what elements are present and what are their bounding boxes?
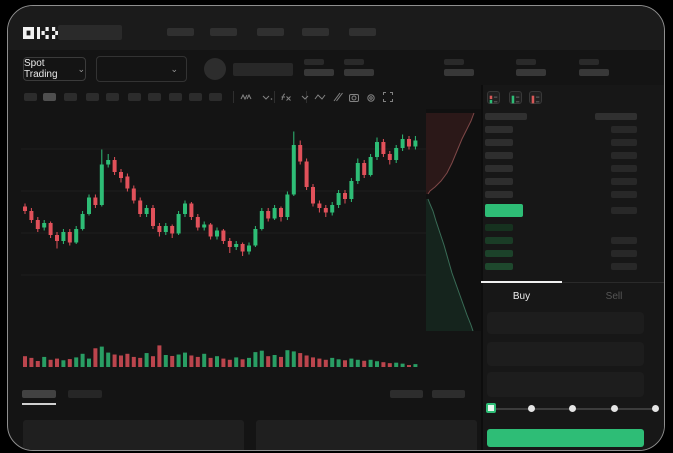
bid-amount-placeholder — [611, 250, 637, 257]
stat-value-placeholder — [344, 69, 374, 76]
ask-amount-placeholder — [611, 152, 637, 159]
ask-price-placeholder — [485, 139, 513, 146]
ask-amount-placeholder — [611, 165, 637, 172]
timeframe-tab-placeholder[interactable] — [189, 93, 202, 101]
draw-tools-icon[interactable] — [330, 91, 344, 104]
timeframe-tab-placeholder[interactable] — [64, 93, 77, 101]
ask-amount-placeholder — [611, 178, 637, 185]
settings-gear-icon[interactable] — [364, 91, 378, 104]
bottom-right-pill[interactable] — [432, 390, 465, 398]
nav-item-placeholder[interactable] — [257, 28, 284, 36]
candle-style-icon[interactable] — [239, 91, 253, 104]
tab-sell[interactable]: Sell — [605, 291, 623, 302]
buy-tab-indicator — [481, 281, 562, 283]
camera-icon[interactable] — [347, 91, 361, 104]
asks-book-icon[interactable] — [529, 91, 542, 104]
pair-selector-dropdown[interactable]: ⌄ — [96, 56, 187, 82]
ask-amount-placeholder — [611, 139, 637, 146]
timeframe-tab-placeholder[interactable] — [169, 93, 182, 101]
line-tool-icon[interactable] — [313, 91, 327, 104]
nav-item-placeholder[interactable] — [349, 28, 376, 36]
timeframe-tab-placeholder[interactable] — [24, 93, 37, 101]
timeframe-tab-placeholder[interactable] — [106, 93, 119, 101]
slider-step-dot[interactable] — [652, 405, 659, 412]
okx-logo-icon — [23, 27, 62, 39]
bid-price-placeholder — [485, 263, 513, 270]
stat-value-placeholder — [579, 69, 609, 76]
ask-price-placeholder — [485, 178, 513, 185]
timeframe-tab-placeholder[interactable] — [128, 93, 141, 101]
timeframe-tab-placeholder[interactable] — [86, 93, 99, 101]
bid-amount-placeholder — [611, 263, 637, 270]
tab-divider — [481, 282, 664, 283]
nav-item-placeholder[interactable] — [167, 28, 194, 36]
market-type-label: Spot Trading — [24, 58, 58, 80]
compare-chevron-icon[interactable] — [298, 91, 312, 104]
stat-value-placeholder — [444, 69, 474, 76]
top-navbar — [8, 6, 664, 50]
ask-price-placeholder — [485, 126, 513, 133]
last-price-button[interactable] — [485, 204, 523, 217]
slider-step-dot[interactable] — [569, 405, 576, 412]
bottom-tab[interactable] — [68, 390, 102, 398]
ask-price-placeholder — [485, 152, 513, 159]
bids-book-icon[interactable] — [509, 91, 522, 104]
price-input[interactable] — [487, 312, 644, 334]
toolbar-divider — [233, 91, 234, 103]
market-type-dropdown[interactable]: Spot Trading ⌄ — [23, 57, 86, 81]
ask-amount-placeholder — [611, 126, 637, 133]
bid-price-placeholder — [485, 250, 513, 257]
interval-chevron-icon[interactable] — [260, 91, 274, 104]
candlestick-chart — [21, 109, 481, 367]
bottom-right-pill[interactable] — [390, 390, 423, 398]
fullscreen-icon[interactable] — [381, 91, 395, 104]
bottom-panel — [23, 420, 244, 450]
toolbar-divider — [274, 91, 275, 103]
stat-label-placeholder — [344, 59, 364, 65]
slider-step-dot[interactable] — [611, 405, 618, 412]
tab-buy[interactable]: Buy — [512, 291, 531, 302]
bid-price-placeholder — [485, 224, 513, 231]
bid-price-placeholder — [485, 237, 513, 244]
stat-label-placeholder — [444, 59, 464, 65]
submit-buy-button[interactable] — [487, 429, 644, 447]
amount-input[interactable] — [487, 342, 644, 366]
pair-logo-avatar — [204, 58, 226, 80]
timeframe-tab-placeholder[interactable] — [148, 93, 161, 101]
pair-name-placeholder — [233, 63, 293, 76]
orderbook-header-price — [485, 113, 527, 120]
app-window: Spot Trading ⌄ ⌄ Bu — [7, 5, 665, 451]
ask-price-placeholder — [485, 165, 513, 172]
chevron-down-icon: ⌄ — [77, 63, 85, 74]
bottom-tab-active[interactable] — [22, 390, 56, 398]
last-amount-placeholder — [611, 207, 637, 214]
nav-item-placeholder[interactable] — [210, 28, 237, 36]
bottom-tab-underline — [22, 403, 56, 405]
combined-book-icon[interactable] — [487, 91, 500, 104]
orderbook-header-amount — [595, 113, 637, 120]
total-input[interactable] — [487, 372, 644, 397]
slider-step-dot[interactable] — [528, 405, 535, 412]
chevron-down-icon: ⌄ — [170, 63, 178, 74]
search-placeholder[interactable] — [58, 25, 122, 40]
bid-amount-placeholder — [611, 237, 637, 244]
stat-label-placeholder — [579, 59, 599, 65]
indicators-fx-icon[interactable] — [279, 91, 293, 104]
stat-value-placeholder — [304, 69, 334, 76]
bottom-panel — [256, 420, 477, 450]
timeframe-tab-placeholder[interactable] — [209, 93, 222, 101]
timeframe-tab-placeholder[interactable] — [43, 93, 56, 101]
slider-handle[interactable] — [486, 403, 496, 413]
ask-amount-placeholder — [611, 191, 637, 198]
nav-item-placeholder[interactable] — [302, 28, 329, 36]
ask-price-placeholder — [485, 191, 513, 198]
stat-label-placeholder — [304, 59, 324, 65]
stat-label-placeholder — [516, 59, 536, 65]
stat-value-placeholder — [516, 69, 546, 76]
